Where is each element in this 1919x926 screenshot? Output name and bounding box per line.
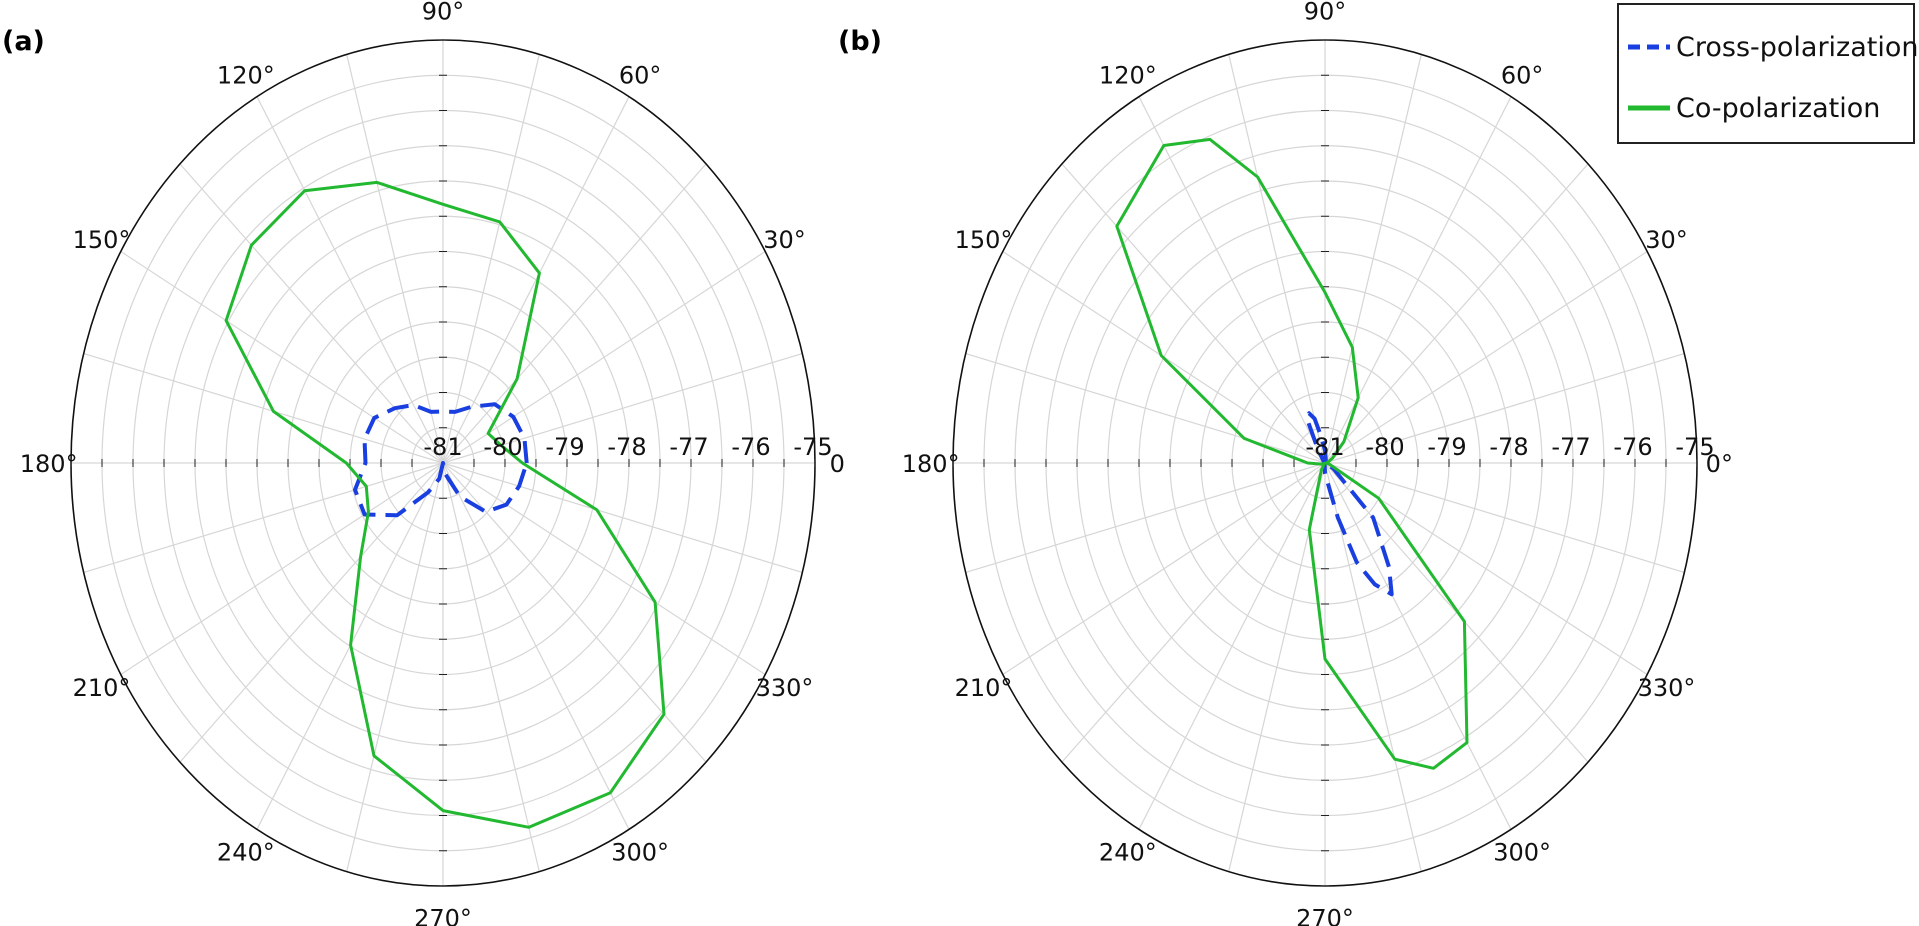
grid-spoke	[1324, 352, 1685, 464]
angle-tick-label: 180°	[902, 450, 960, 478]
angle-tick-label: 330°	[1638, 674, 1696, 702]
angle-tick-label: 240°	[1099, 838, 1157, 866]
angle-tick-label: 30°	[1645, 226, 1688, 254]
grid-spoke	[346, 462, 444, 872]
angle-tick-label: 120°	[217, 62, 275, 90]
angle-tick-label: 90°	[422, 0, 465, 26]
grid-spoke	[346, 54, 444, 464]
grid-spoke	[442, 462, 630, 830]
radial-tick-label: -77	[669, 433, 708, 461]
grid-spoke	[442, 462, 540, 872]
grid-spoke	[179, 163, 444, 464]
grid-spoke	[1324, 54, 1422, 464]
radial-tick-label: -81	[423, 433, 462, 461]
grid-spoke	[1324, 250, 1648, 464]
radial-ticks	[70, 39, 816, 887]
angle-tick-label: 330°	[756, 674, 814, 702]
series-co-polarization	[1115, 137, 1469, 770]
radial-tick-label: -77	[1551, 433, 1590, 461]
grid-spoke	[120, 462, 444, 676]
grid-spoke	[442, 462, 766, 676]
legend: Cross-polarization Co-polarization	[1617, 3, 1919, 144]
angle-tick-label: 30°	[763, 226, 806, 254]
grid-spoke	[965, 462, 1326, 574]
polar-chart-a: -81 -80 -79 -78 -77 -76 -750 30° 60° 90° 120° 150° 1…	[2, 0, 845, 926]
angle-tick-label: 0°	[1706, 450, 1733, 478]
angle-tick-label: 90°	[1304, 0, 1347, 26]
series-co-polarization	[224, 180, 666, 829]
radial-tick-label: -75	[793, 433, 832, 461]
grid-spoke	[1324, 462, 1422, 872]
grid-spoke	[442, 54, 540, 464]
angle-tick-label: 210°	[955, 674, 1013, 702]
grid-spoke	[1061, 163, 1326, 464]
angle-tick-label: 180°	[20, 450, 78, 478]
legend-label-co-polarization: Co-polarization	[1676, 93, 1880, 124]
grid-spoke	[442, 250, 766, 464]
angle-tick-label: 210°	[73, 674, 131, 702]
grid-spoke	[965, 352, 1326, 464]
grid-spoke	[1061, 462, 1326, 763]
grid-spoke	[1138, 96, 1326, 464]
radial-tick-label: -75	[1675, 433, 1714, 461]
radial-tick-label: -78	[1489, 433, 1528, 461]
panel-label: (b)	[838, 26, 882, 57]
grid-spoke	[442, 462, 803, 574]
radial-tick-label: -76	[1613, 433, 1652, 461]
grid-spoke	[1324, 462, 1685, 574]
angle-tick-label: 270°	[414, 904, 472, 926]
angle-tick-label: 150°	[955, 226, 1013, 254]
grid-spoke	[256, 96, 444, 464]
angle-tick-label: 270°	[1296, 904, 1354, 926]
grid-spoke	[442, 462, 707, 763]
grid-spoke	[83, 462, 444, 574]
angle-tick-label: 150°	[73, 226, 131, 254]
radial-tick-label: -78	[607, 433, 646, 461]
grid-spoke	[179, 462, 444, 763]
angle-tick-label: 120°	[1099, 62, 1157, 90]
angle-tick-label: 60°	[1501, 62, 1544, 90]
grid-spoke	[1324, 96, 1512, 464]
radial-tick-label: -76	[731, 433, 770, 461]
grid-spoke	[1228, 54, 1326, 464]
grid-spoke	[1324, 462, 1512, 830]
angle-tick-label: 240°	[217, 838, 275, 866]
angle-tick-label: 60°	[619, 62, 662, 90]
series-cross-polarization	[353, 402, 529, 518]
radial-tick-label: -79	[1427, 433, 1466, 461]
grid-spoke	[442, 163, 707, 464]
grid-spoke	[1002, 462, 1326, 676]
grid-spoke	[83, 352, 444, 464]
radial-tick-label: -80	[1365, 433, 1404, 461]
grid-spoke	[1138, 462, 1326, 830]
grid-spoke	[1324, 163, 1589, 464]
legend-label-cross-polarization: Cross-polarization	[1676, 32, 1919, 63]
panel-label: (a)	[2, 26, 45, 57]
radial-tick-label: -80	[483, 433, 522, 461]
grid-spoke	[120, 250, 444, 464]
grid-spoke	[442, 96, 630, 464]
radial-tick-label: -79	[545, 433, 584, 461]
polar-chart-b: -81 -80 -79 -78 -77 -76 -750° 30° 60° 90° 120° 150°…	[838, 0, 1733, 926]
legend-box	[1617, 3, 1915, 144]
radial-ticks	[952, 39, 1698, 887]
grid-spoke	[442, 352, 803, 464]
angle-tick-label: 0	[830, 450, 845, 478]
radial-tick-label: -81	[1305, 433, 1344, 461]
angle-tick-label: 300°	[611, 838, 669, 866]
angle-tick-label: 300°	[1493, 838, 1551, 866]
